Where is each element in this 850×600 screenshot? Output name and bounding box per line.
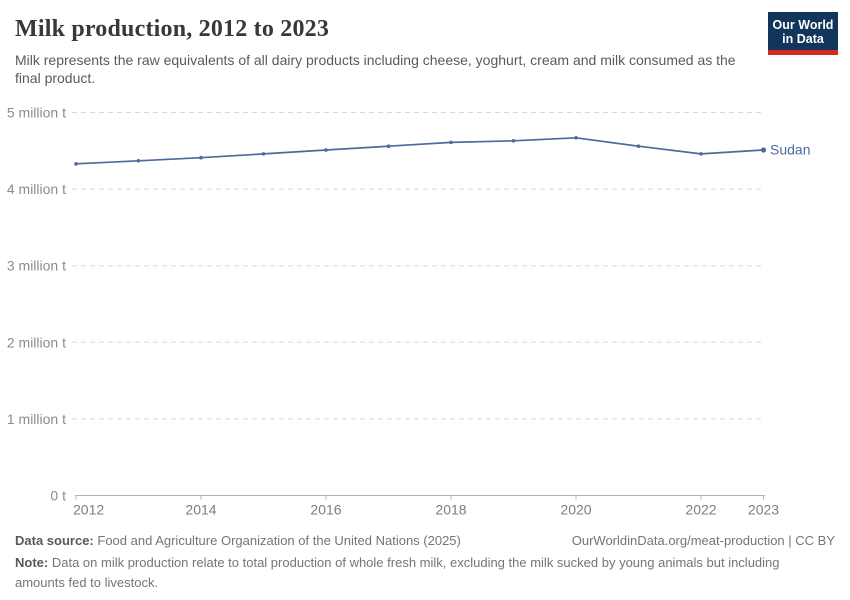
x-axis-tick-label: 2022 (685, 502, 716, 518)
x-axis-tick-label: 2014 (185, 502, 216, 518)
data-source-label: Data source: (15, 533, 94, 548)
x-axis-tick-label: 2012 (73, 502, 104, 518)
series-label-sudan: Sudan (770, 142, 810, 158)
y-axis-tick-label: 5 million t (7, 105, 66, 121)
y-axis-tick-label: 3 million t (7, 258, 66, 274)
data-point-2017[interactable] (386, 144, 391, 149)
owid-logo-line2: in Data (782, 32, 824, 46)
page-title: Milk production, 2012 to 2023 (15, 16, 330, 42)
data-point-2015[interactable] (261, 152, 266, 156)
data-point-2018[interactable] (449, 140, 453, 145)
attribution-link[interactable]: OurWorldinData.org/meat-production | CC … (571, 533, 835, 548)
data-point-2021[interactable] (636, 144, 641, 149)
owid-logo-line1: Our World (772, 18, 834, 32)
y-axis-tick-label: 2 million t (7, 334, 66, 350)
chart-subtitle: Milk represents the raw equivalents of a… (15, 52, 736, 86)
note-label: Note: (15, 555, 49, 570)
y-axis-tick-label: 1 million t (7, 411, 66, 427)
data-point-2016[interactable] (324, 148, 328, 152)
data-point-2022[interactable] (699, 152, 703, 156)
chart-note: Note: Data on milk production relate to … (15, 553, 803, 593)
x-axis-tick-label: 2016 (310, 502, 341, 518)
data-point-2020[interactable] (574, 135, 578, 140)
data-point-2014[interactable] (199, 155, 203, 160)
data-source-line: Data source: Food and Agriculture Organi… (15, 532, 461, 549)
series-line-sudan[interactable] (75, 136, 765, 165)
data-point-2019[interactable] (511, 139, 516, 143)
y-axis-tick-label: 0 t (50, 488, 66, 504)
milk-production-line-chart[interactable]: 0 t 1 million t 2 million t 3 million t 4 mi… (0, 95, 850, 525)
x-axis-tick-label: 2020 (560, 502, 591, 518)
data-point-2012[interactable] (74, 162, 78, 166)
owid-logo[interactable]: Our World in Data (768, 12, 838, 55)
x-axis-tick-label: 2018 (435, 502, 466, 518)
y-axis-tick-label: 4 million t (7, 181, 66, 197)
data-point-2013[interactable] (136, 158, 141, 163)
x-axis-tick-label: 2023 (748, 502, 779, 518)
note-value: Data on milk production relate to total … (15, 555, 780, 590)
data-source-value: Food and Agriculture Organization of the… (97, 533, 461, 548)
data-point-2023[interactable] (760, 147, 767, 153)
